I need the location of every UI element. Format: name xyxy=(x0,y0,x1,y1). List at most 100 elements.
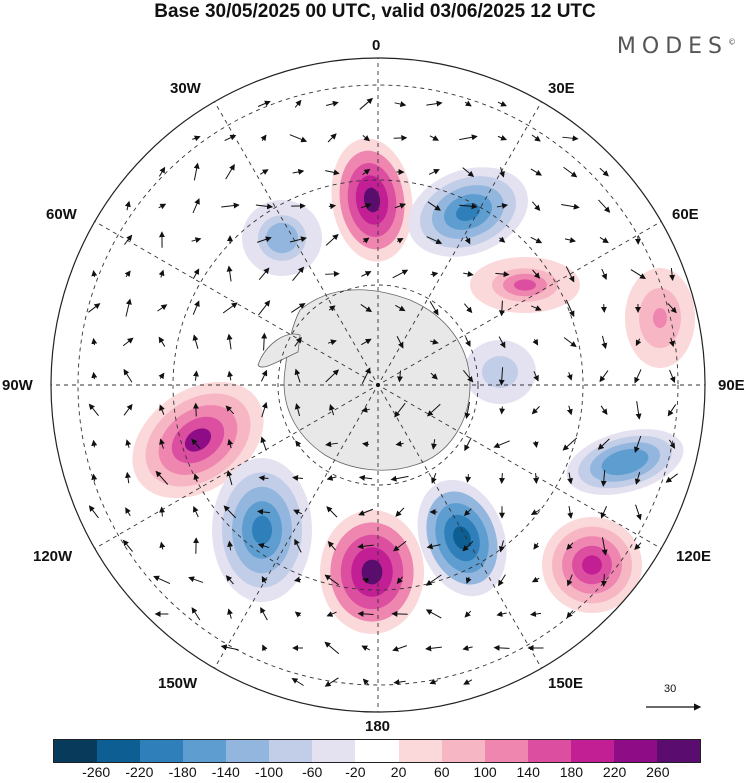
wind-vector xyxy=(225,405,235,415)
wind-vector xyxy=(533,371,539,382)
wind-vector xyxy=(193,473,200,482)
wind-vector xyxy=(496,203,509,209)
wind-vector xyxy=(260,134,267,142)
wind-vector xyxy=(431,473,437,484)
colorbar-swatch xyxy=(97,740,141,762)
wind-vector xyxy=(391,610,408,617)
wind-vector xyxy=(123,403,133,416)
south-pole-marker xyxy=(376,383,380,387)
wind-vector xyxy=(425,609,442,619)
wind-vector xyxy=(635,401,642,420)
wind-vector xyxy=(426,236,443,244)
wind-vector xyxy=(220,644,239,651)
wind-vector xyxy=(292,475,303,481)
colorbar-swatch xyxy=(484,740,528,762)
wind-vector xyxy=(430,372,438,380)
wind-vector xyxy=(566,542,574,551)
wind-vector xyxy=(497,101,507,107)
wind-vector xyxy=(88,505,99,519)
wind-vector xyxy=(222,302,238,314)
wind-vector xyxy=(359,97,373,110)
wind-vector xyxy=(329,404,335,416)
wind-vector xyxy=(426,100,443,107)
colorbar-swatch xyxy=(570,740,614,762)
wind-vector xyxy=(394,101,407,108)
wind-vector xyxy=(498,300,505,317)
wind-vector xyxy=(668,337,675,348)
lon-label-90w: 90W xyxy=(2,377,33,394)
wind-vector xyxy=(499,167,505,178)
colorbar-tick-label: -140 xyxy=(211,764,240,780)
anomaly-field xyxy=(132,138,695,634)
anomaly-contour xyxy=(361,559,383,585)
wind-vector xyxy=(530,611,542,617)
wind-vector xyxy=(496,611,507,617)
wind-vector xyxy=(463,271,474,277)
wind-vector xyxy=(396,237,404,244)
wind-vector xyxy=(153,575,171,585)
wind-vector xyxy=(324,574,339,586)
wind-vector xyxy=(465,576,472,584)
wind-vector xyxy=(361,406,370,413)
wind-vector xyxy=(390,475,409,482)
wind-vector xyxy=(325,270,340,277)
colorbar-ticks: -260 -220 -180 -140 -100 -60 -20 20 60 100 140 180 2… xyxy=(0,764,750,782)
wind-vector xyxy=(465,474,472,483)
wind-vector xyxy=(668,439,676,449)
wind-vector xyxy=(361,271,372,277)
wind-vector xyxy=(294,403,301,417)
wind-vector xyxy=(261,332,268,351)
wind-vector xyxy=(498,367,505,386)
wind-vector xyxy=(430,271,439,278)
wind-vector xyxy=(328,305,336,312)
anomaly-contour xyxy=(274,230,290,246)
colorbar-tick-label: -180 xyxy=(168,764,197,780)
wind-vector xyxy=(221,202,240,209)
colorbar-swatch xyxy=(441,740,485,762)
wind-vector xyxy=(159,541,166,550)
wind-vector xyxy=(462,540,474,552)
wind-vector xyxy=(561,203,580,210)
wind-vector xyxy=(325,441,338,448)
wind-vector xyxy=(293,509,303,515)
wind-vector xyxy=(326,611,337,617)
colorbar xyxy=(53,739,701,763)
wind-vector xyxy=(531,576,540,583)
wind-vector xyxy=(393,134,408,141)
colorbar-tick-label: 20 xyxy=(390,764,407,780)
wind-vector xyxy=(635,338,642,347)
wind-vector xyxy=(498,574,506,587)
wind-vector xyxy=(328,203,337,210)
wind-vector xyxy=(462,167,475,178)
wind-vector xyxy=(326,474,337,481)
wind-vector xyxy=(497,134,508,141)
wind-vector xyxy=(600,574,607,587)
wind-vector xyxy=(122,539,133,552)
wind-vector xyxy=(193,162,200,181)
graticule xyxy=(51,58,705,712)
wind-vector xyxy=(667,303,677,314)
wind-vector xyxy=(430,338,439,345)
wind-vector xyxy=(192,268,200,280)
wind-vector xyxy=(224,134,237,141)
wind-vector xyxy=(188,576,204,583)
wind-vector xyxy=(327,133,337,143)
wind-vector xyxy=(565,299,575,318)
latitude-circle xyxy=(277,284,479,486)
wind-vector xyxy=(294,576,302,583)
wind-vector xyxy=(192,370,199,381)
wind-vector xyxy=(155,470,169,485)
wind-vector xyxy=(464,437,472,452)
lon-label-120e: 120E xyxy=(676,548,712,565)
wind-vector xyxy=(227,370,234,381)
reference-vector-label: 30 xyxy=(664,683,677,695)
lon-label-120w: 120W xyxy=(33,548,73,565)
anomaly-contour xyxy=(252,515,272,545)
wind-vector xyxy=(289,236,307,243)
wind-vector xyxy=(193,505,199,518)
wind-vector xyxy=(91,337,98,346)
wind-vector xyxy=(362,577,370,584)
wind-vector xyxy=(124,270,131,278)
wind-vector xyxy=(227,540,234,551)
